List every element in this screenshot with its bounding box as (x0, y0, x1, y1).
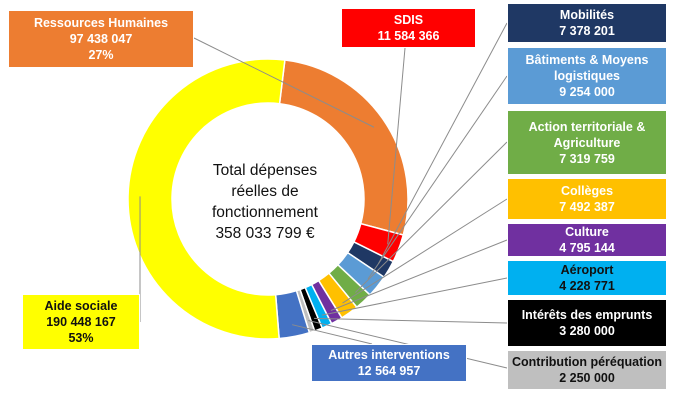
slice-name-label: Aide sociale (44, 299, 118, 313)
leader-line-5 (342, 198, 508, 304)
slice-name-label: SDIS (393, 13, 424, 27)
slice-name-label: Autres interventions (328, 348, 450, 362)
slice-11 (127, 58, 286, 340)
label-box-6: Culture 4 795 144 (507, 223, 667, 257)
leader-line-3 (367, 75, 508, 280)
slice-name-label: Mobilités (559, 8, 615, 22)
label-box-5: Collèges 7 492 387 (507, 178, 667, 220)
slice-value-label: 9 254 000 (559, 85, 615, 99)
slice-name-label: Ressources Humaines (33, 16, 169, 30)
leader-line-1 (387, 47, 406, 245)
center-line-4: 358 033 799 € (215, 225, 315, 242)
label-box-11: Aide sociale 190 448 167 53% (22, 294, 140, 350)
slice-name-label: Contribution péréquation (512, 355, 662, 369)
slice-value-label: 2 250 000 (559, 371, 615, 385)
label-box-1: SDIS 11 584 366 (341, 8, 476, 48)
slice-value-label: 190 448 167 (46, 315, 116, 329)
slice-value-label: 4 228 771 (559, 279, 615, 293)
label-box-8: Intérêts des emprunts 3 280 000 (507, 299, 667, 347)
label-box-3: Bâtiments & Moyens logistiques 9 254 000 (507, 47, 667, 105)
slice-name-label: Action territoriale & Agriculture (528, 119, 646, 150)
slice-value-label: 7 319 759 (559, 151, 615, 166)
label-box-10: Autres interventions 12 564 957 (311, 344, 467, 382)
slice-percent-label: 53% (68, 331, 94, 345)
leader-line-10 (292, 324, 373, 345)
leader-line-4 (355, 141, 508, 293)
center-line-2: réelles de (231, 183, 299, 200)
slice-name-label: Bâtiments & Moyens logistiques (525, 53, 649, 83)
leader-line-6 (330, 239, 508, 311)
slice-name-label: Aéroport (560, 263, 614, 277)
slice-value-label: 4 795 144 (559, 241, 615, 255)
donut-center-text: Total dépenses réelles de fonctionnement… (190, 160, 340, 244)
label-box-9: Contribution péréquation 2 250 000 (507, 350, 667, 390)
slice-value-label: 12 564 957 (357, 364, 421, 378)
center-line-3: fonctionnement (212, 204, 318, 221)
label-box-2: Mobilités 7 378 201 (507, 3, 667, 43)
slice-name-label: Intérêts des emprunts (521, 308, 653, 322)
slice-name-label: Culture (565, 225, 609, 239)
leader-line-8 (314, 317, 508, 324)
slice-value-label: 97 438 047 (69, 32, 133, 46)
leader-line-2 (378, 22, 508, 264)
slice-value-label: 7 378 201 (559, 24, 615, 38)
slice-value-label: 3 280 000 (559, 324, 615, 338)
label-box-4: Action territoriale & Agriculture 7 319 7… (507, 110, 667, 175)
label-box-7: Aéroport 4 228 771 (507, 260, 667, 296)
slice-percent-label: 27% (88, 48, 114, 62)
slice-value-label: 7 492 387 (559, 200, 615, 214)
center-line-1: Total dépenses (212, 162, 318, 179)
slice-name-label: Collèges (560, 184, 614, 198)
label-box-0: Ressources Humaines 97 438 047 27% (8, 10, 194, 68)
leader-line-7 (321, 277, 508, 316)
leader-line-0 (193, 37, 375, 128)
slice-value-label: 11 584 366 (377, 29, 440, 43)
